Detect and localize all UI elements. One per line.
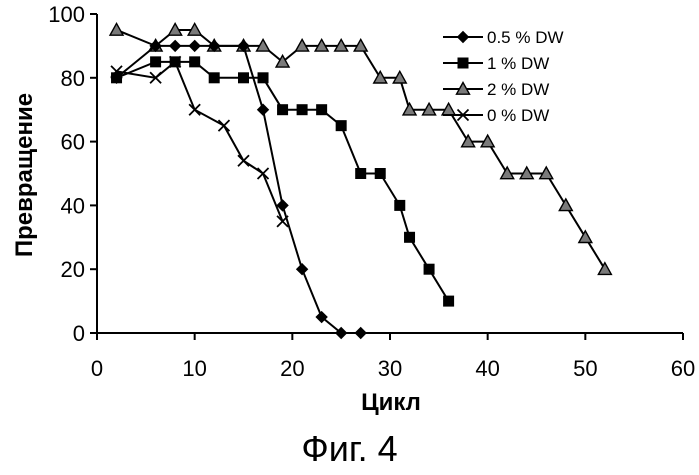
y-tick-label: 20: [61, 257, 85, 282]
data-point-x: [258, 168, 269, 179]
x-tick-label: 10: [182, 356, 206, 381]
legend-item: 1 % DW: [443, 54, 549, 73]
y-axis-title: Превращение: [11, 93, 38, 257]
y-tick-label: 40: [61, 193, 85, 218]
y-tick-label: 80: [61, 66, 85, 91]
data-point-square: [336, 120, 347, 131]
data-point-square: [375, 168, 386, 179]
data-point-square: [355, 168, 366, 179]
x-axis-title: Цикл: [361, 389, 421, 416]
data-point-square: [297, 104, 308, 115]
x-tick-label: 20: [280, 356, 304, 381]
legend-marker-diamond: [458, 32, 469, 43]
x-tick-label: 30: [378, 356, 402, 381]
data-point-diamond: [355, 328, 366, 339]
data-point-square: [394, 200, 405, 211]
data-point-diamond: [258, 104, 269, 115]
data-point-square: [258, 72, 269, 83]
legend-item: 0.5 % DW: [443, 28, 564, 47]
data-point-square: [404, 232, 415, 243]
legend-label: 0 % DW: [487, 106, 549, 125]
data-point-triangle: [598, 263, 611, 275]
data-point-square: [209, 72, 220, 83]
y-tick-label: 60: [61, 130, 85, 155]
data-point-square: [277, 104, 288, 115]
data-point-square: [424, 264, 435, 275]
series-line: [117, 46, 361, 333]
legend-label: 1 % DW: [487, 54, 549, 73]
legend-item: 2 % DW: [443, 80, 549, 99]
series-line: [117, 62, 449, 301]
series-1-dw: [111, 56, 454, 306]
series-0-5-dw: [111, 40, 366, 338]
x-tick-label: 60: [671, 356, 695, 381]
data-point-square: [150, 56, 161, 67]
data-point-diamond: [189, 40, 200, 51]
y-tick-label: 0: [73, 321, 85, 346]
figure-caption: Фиг. 4: [0, 428, 699, 470]
data-point-x: [218, 120, 229, 131]
x-tick-label: 0: [91, 356, 103, 381]
data-point-x: [238, 155, 249, 166]
data-point-diamond: [277, 200, 288, 211]
legend-marker-square: [458, 58, 469, 69]
legend-label: 0.5 % DW: [487, 28, 564, 47]
data-point-triangle: [559, 199, 572, 211]
series-line: [117, 62, 283, 222]
data-point-square: [316, 104, 327, 115]
data-point-x: [189, 104, 200, 115]
legend-item: 0 % DW: [443, 106, 549, 125]
data-point-triangle: [110, 23, 123, 35]
data-point-diamond: [170, 40, 181, 51]
x-tick-label: 40: [475, 356, 499, 381]
y-tick-label: 100: [48, 2, 85, 27]
data-point-triangle: [579, 231, 592, 243]
data-point-square: [189, 56, 200, 67]
data-point-square: [238, 72, 249, 83]
x-tick-label: 50: [573, 356, 597, 381]
data-point-diamond: [297, 264, 308, 275]
data-point-square: [443, 296, 454, 307]
ticks: 0 20 40 60 80 100 0 10 20 30 40 50 60: [48, 2, 695, 381]
conversion-chart: 0 20 40 60 80 100 0 10 20 30 40 50 60 0.5 % DW 1 % DW…: [0, 0, 699, 475]
legend-label: 2 % DW: [487, 80, 549, 99]
legend: 0.5 % DW 1 % DW 2 % DW 0 % DW: [443, 28, 564, 125]
